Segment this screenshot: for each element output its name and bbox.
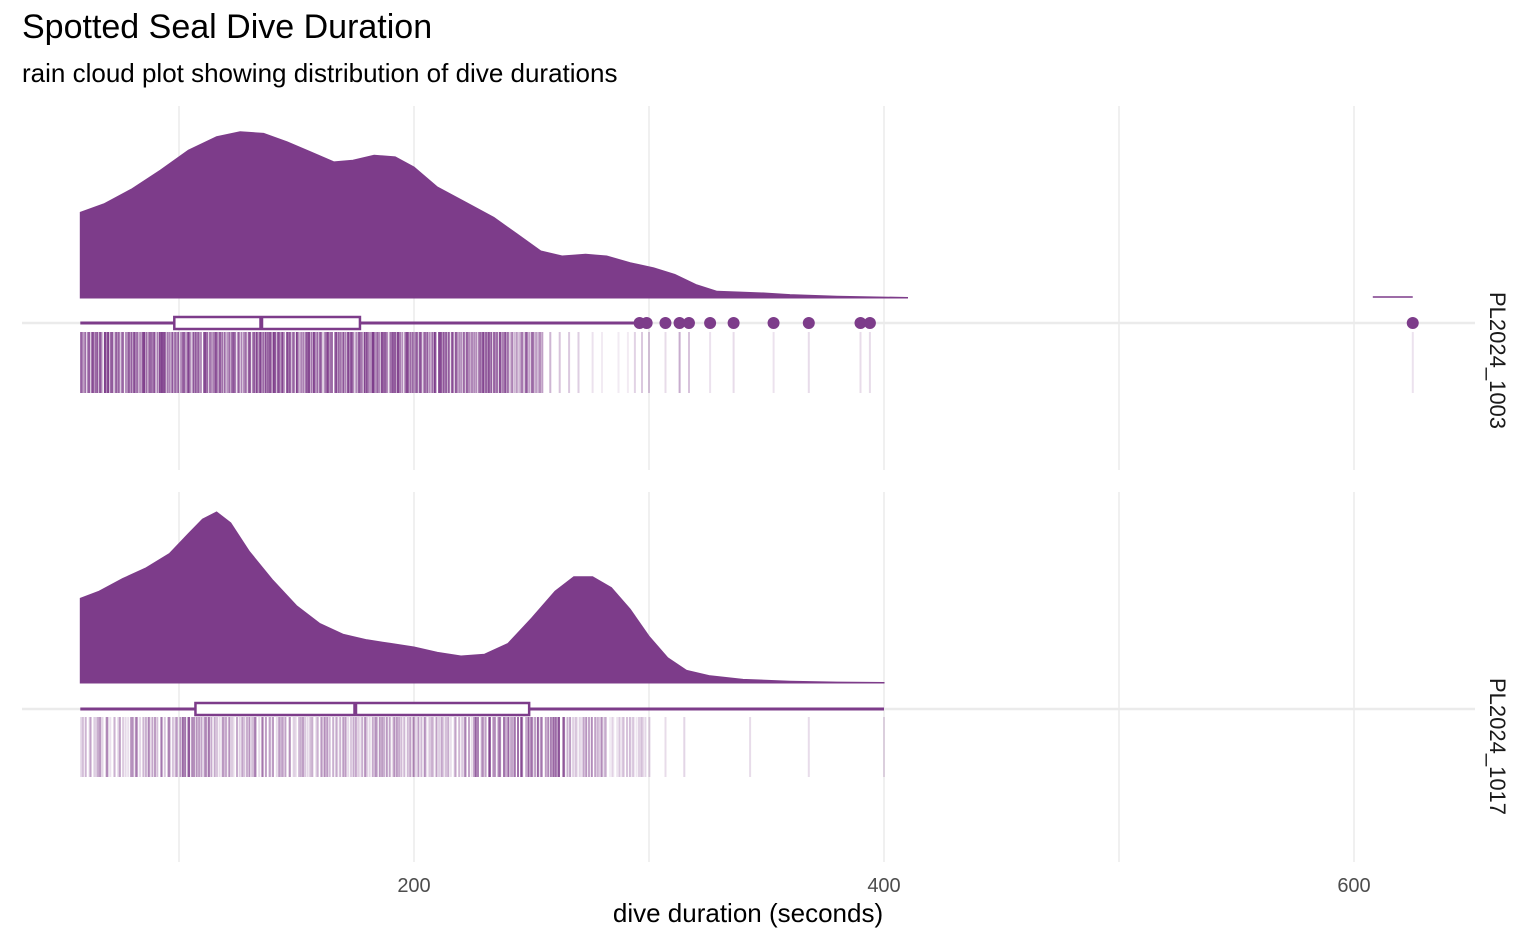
outlier-point <box>659 317 672 329</box>
outlier-point <box>727 317 740 329</box>
chart-subtitle: rain cloud plot showing distribution of … <box>22 58 618 88</box>
facet-label: PL2024_1003 <box>1485 292 1510 429</box>
outlier-point <box>673 317 686 329</box>
outlier-point <box>682 317 695 329</box>
x-tick-label: 200 <box>397 875 430 897</box>
density-cloud <box>79 511 885 684</box>
outlier-point <box>640 317 653 329</box>
outlier-point <box>704 317 717 329</box>
outlier-point <box>1406 317 1419 329</box>
outlier-point <box>854 317 867 329</box>
x-tick-label: 600 <box>1337 875 1370 897</box>
x-tick-label: 400 <box>867 875 900 897</box>
outlier-point <box>767 317 780 329</box>
outlier-point <box>863 317 876 329</box>
chart-title: Spotted Seal Dive Duration <box>22 8 433 46</box>
density-cloud <box>79 131 908 299</box>
box-iqr <box>173 315 362 331</box>
facet-label: PL2024_1017 <box>1485 678 1510 815</box>
box-iqr <box>194 701 531 717</box>
x-axis-label: dive duration (seconds) <box>612 898 884 928</box>
outlier-point <box>802 317 815 329</box>
